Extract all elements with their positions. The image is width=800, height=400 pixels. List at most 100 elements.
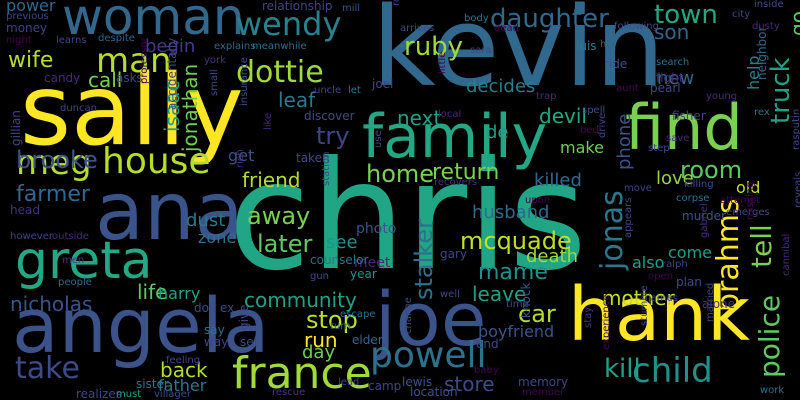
word-meanwhile: meanwhile — [252, 41, 307, 52]
word-emerges: emerges — [726, 207, 770, 218]
word-later: later — [257, 230, 313, 258]
word-mcquade: mcquade — [460, 227, 572, 255]
word-memory: memory — [518, 375, 569, 389]
word-open: open — [648, 271, 673, 282]
word-killing: killing — [684, 179, 714, 190]
word-money: money — [6, 21, 48, 35]
word-neighbor: neighbor — [755, 26, 769, 80]
word-however: however — [10, 231, 53, 242]
word-villager: villager — [154, 389, 191, 400]
word-old: old — [736, 178, 761, 197]
word-go: go — [786, 11, 800, 36]
word-pearl: pearl — [650, 81, 681, 95]
word-let: let — [348, 85, 361, 96]
word-tell: tell — [745, 224, 778, 268]
word-search: search — [656, 57, 690, 68]
word-learns: learns — [56, 35, 87, 46]
word-aunt: aunt — [616, 83, 639, 94]
word-drive: drive — [597, 112, 608, 138]
word-professor: professor — [139, 37, 150, 84]
word-room: room — [680, 156, 743, 184]
word-ralph: ralph — [662, 259, 688, 270]
word-attempt: attempt — [720, 195, 761, 206]
word-farmer: farmer — [16, 182, 90, 207]
word-wife: wife — [8, 48, 54, 73]
word-previous: previous — [6, 11, 49, 22]
word-young: young — [706, 91, 738, 102]
word-photo: photo — [356, 221, 397, 237]
word-work: work — [760, 385, 785, 396]
word-dust: dust — [186, 210, 226, 231]
word-zone: zone — [198, 228, 237, 247]
word-devil: devil — [539, 104, 587, 128]
word-back: back — [160, 358, 208, 382]
word-fight: fight — [656, 71, 684, 85]
word-counselor: counselor — [310, 253, 369, 267]
word-feeling: feeling — [166, 355, 201, 366]
word-york: york — [204, 55, 226, 66]
word-stay: stay — [583, 306, 594, 328]
word-realizes: realizes — [76, 387, 123, 400]
word-use: use — [373, 130, 384, 148]
word-upon: upon — [525, 195, 551, 206]
word-relationship: relationship — [262, 0, 333, 13]
word-gabriel: gabriel — [699, 203, 710, 238]
word-lewis: lewis — [402, 375, 433, 389]
word-leaf: leaf — [278, 88, 316, 112]
word-love: love — [656, 168, 694, 189]
word-woman: woman — [62, 0, 245, 46]
word-dusty: dusty — [752, 21, 780, 32]
word-alone: alone — [702, 297, 736, 311]
word-make: make — [560, 138, 604, 157]
word-kevin: kevin — [372, 0, 665, 111]
word-location: location — [410, 385, 458, 399]
word-get: get — [228, 146, 255, 165]
word-fisher: fisher — [672, 109, 706, 123]
word-insurance: insurance — [239, 57, 250, 106]
word-stumble: stumble — [639, 285, 650, 327]
word-car: car — [518, 300, 556, 328]
word-stop: stop — [306, 306, 358, 334]
word-family: family — [362, 102, 548, 172]
word-trap: trap — [536, 91, 557, 102]
word-son: son — [654, 20, 690, 44]
word-like: like — [263, 112, 274, 130]
word-say: say — [204, 323, 225, 337]
word-home: home — [366, 160, 435, 188]
word-small: small — [209, 69, 220, 96]
word-child: child — [632, 351, 713, 391]
word-friend: friend — [242, 168, 301, 192]
word-sister: sister — [136, 377, 169, 391]
word-doll: doll — [194, 301, 216, 315]
word-way: way — [204, 335, 229, 349]
word-mame: mame — [478, 260, 548, 285]
word-man: man — [96, 41, 172, 81]
word-france: france — [232, 348, 372, 399]
word-jonathan: jonathan — [178, 63, 202, 152]
word-escape: escape — [340, 309, 376, 320]
word-day: day — [302, 342, 336, 363]
word-boyfriend: boyfriend — [478, 322, 555, 341]
word-hank: hank — [568, 272, 751, 358]
word-appears: appears — [623, 197, 634, 238]
word-step: step — [648, 143, 670, 154]
word-community: community — [244, 288, 357, 312]
word-change: change — [403, 297, 414, 334]
word-meet: meet — [354, 255, 391, 271]
word-angela: angela — [12, 281, 270, 370]
word-stalker: stalker — [410, 219, 438, 300]
word-return: return — [432, 160, 500, 185]
word-despite: despite — [98, 33, 135, 44]
word-head: head — [10, 203, 40, 217]
word-save: save — [666, 133, 690, 144]
word-rex: rex — [754, 107, 770, 118]
word-end: end — [476, 337, 499, 351]
word-ex: ex — [220, 301, 235, 315]
word-joe: joe — [375, 277, 487, 363]
word-arrives: arrives — [400, 23, 435, 34]
word-body: body — [464, 13, 489, 24]
word-hit: hit — [600, 39, 614, 50]
word-camp: camp — [368, 379, 402, 393]
word-decides: decides — [466, 76, 536, 97]
word-joel: joel — [372, 77, 394, 91]
